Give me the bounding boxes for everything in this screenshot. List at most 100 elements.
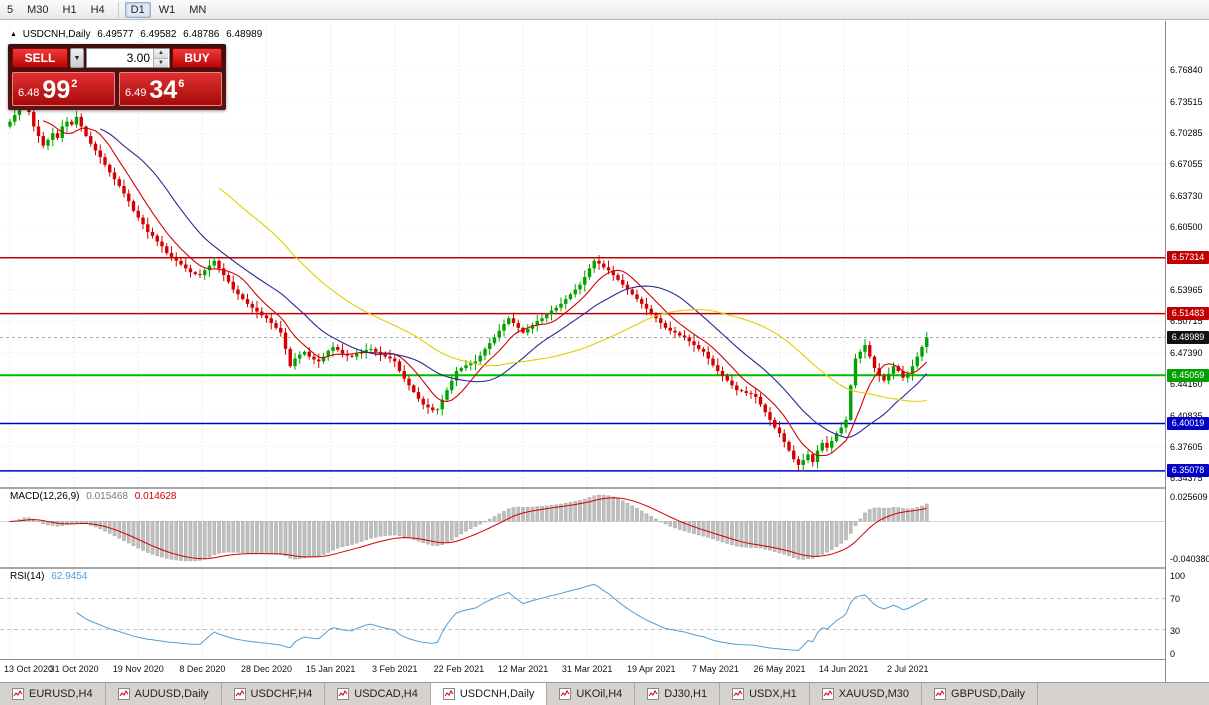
date-axis-label: 2 Jul 2021 [886,664,929,674]
date-axis-label: 19 Apr 2021 [626,664,676,674]
timeframe-button-m30[interactable]: M30 [21,2,54,18]
date-axis-label: 31 Mar 2021 [561,664,613,674]
date-axis-label: 14 Jun 2021 [818,664,869,674]
timeframe-toolbar: 5 M30 H1 H4 D1 W1 MN [0,0,1209,20]
tab-label: USDCAD,H4 [354,688,418,700]
bid-price-main: 99 [42,76,71,104]
sell-price-button[interactable]: 6.48 99 2 [12,72,115,106]
price-axis-badge: 6.51483 [1167,307,1209,321]
price-axis-label: 6.63730 [1170,191,1203,202]
ask-price-prefix: 6.49 [125,87,147,99]
volume-decrease-button[interactable]: ▼ [154,58,168,67]
main-price-chart[interactable] [0,21,1165,487]
chart-icon [559,688,572,700]
chart-icon [934,688,947,700]
volume-input[interactable] [87,49,153,67]
collapse-icon[interactable]: ▲ [10,31,17,38]
ohlc-high: 6.49582 [140,29,177,40]
chart-tab-usdchf-h4[interactable]: USDCHF,H4 [221,683,326,705]
price-axis-label: 6.50715 [1170,315,1203,326]
date-axis-label: 3 Feb 2021 [371,664,418,674]
date-axis-label: 13 Oct 2020 [4,664,54,674]
price-axis-badge: 6.40019 [1167,417,1209,431]
trade-prices-row: 6.48 99 2 6.49 34 6 [12,72,222,106]
timeframe-button-5[interactable]: 5 [1,2,19,18]
chart-tab-usdx-h1[interactable]: USDX,H1 [720,683,810,705]
chart-tab-ukoil-h4[interactable]: UKOil,H4 [547,683,636,705]
rsi-indicator-panel[interactable] [0,569,1165,659]
buy-price-button[interactable]: 6.49 34 6 [119,72,222,106]
price-axis-label: 6.47390 [1170,347,1203,358]
price-axis-label: 6.40835 [1170,410,1203,421]
timeframe-button-h4[interactable]: H4 [85,2,111,18]
price-axis-badge: 6.48989 [1167,331,1209,345]
price-axis-label: 6.53965 [1170,284,1203,295]
buy-button[interactable]: BUY [172,48,222,68]
rsi-axis-label: 100 [1170,571,1186,581]
date-axis-label: 7 May 2021 [691,664,739,674]
macd-signal-value: 0.014628 [134,491,177,502]
panel-separator [0,567,1209,569]
ohlc-close: 6.48989 [226,29,263,40]
tab-label: DJ30,H1 [664,688,708,700]
toolbar-divider [113,1,119,18]
tab-label: XAUUSD,M30 [838,688,910,700]
volume-spinner: ▲ ▼ [153,49,168,67]
chart-tab-xauusd-m30[interactable]: XAUUSD,M30 [809,683,923,705]
price-axis-label: 6.67055 [1170,159,1203,170]
chart-tab-usdcad-h4[interactable]: USDCAD,H4 [325,683,431,705]
panel-separator [0,487,1209,489]
tab-label: UKOil,H4 [576,688,623,700]
rsi-axis-label: 0 [1170,649,1176,659]
chart-icon [117,688,130,700]
chart-tab-audusd-daily[interactable]: AUDUSD,Daily [105,683,222,705]
volume-increase-button[interactable]: ▲ [154,49,168,59]
chart-workspace[interactable]: ▲ USDCNH,Daily 6.49577 6.49582 6.48786 6… [0,21,1209,682]
price-axis-label: 6.70285 [1170,128,1203,139]
chart-icon [647,688,660,700]
chart-tab-dj30-h1[interactable]: DJ30,H1 [635,683,721,705]
rsi-name: RSI(14) [10,571,45,582]
volume-dropdown-button[interactable]: ▼ [70,48,84,68]
chart-tab-gbpusd-daily[interactable]: GBPUSD,Daily [922,683,1039,705]
date-axis-label: 28 Dec 2020 [240,664,293,674]
ohlc-open: 6.49577 [97,29,134,40]
sell-button[interactable]: SELL [12,48,68,68]
ask-price-pip: 6 [178,78,185,90]
chart-icon [821,688,834,700]
rsi-axis-label: 70 [1170,594,1181,605]
tab-label: EURUSD,H4 [29,688,93,700]
chart-tab-bar: EURUSD,H4 AUDUSD,Daily USDCHF,H4 USDCAD,H4 U… [0,682,1209,705]
macd-indicator-panel[interactable] [0,489,1165,567]
price-axis-label: 6.44160 [1170,378,1203,389]
price-axis[interactable]: 6.76840 6.73515 6.70285 6.67055 6.63730 6.605… [1165,21,1209,682]
tab-label: USDCNH,Daily [459,688,535,700]
chart-tab-usdcnh-daily[interactable]: USDCNH,Daily [430,683,548,705]
chart-icon [732,688,745,700]
price-axis-badge: 6.35078 [1167,464,1209,478]
timeframe-button-d1[interactable]: D1 [124,1,151,18]
ask-price-main: 34 [149,76,178,104]
bid-price-prefix: 6.48 [18,87,40,99]
tab-label: USDX,H1 [749,688,797,700]
date-axis-label: 15 Jan 2021 [305,664,356,674]
timeframe-button-w1[interactable]: W1 [153,2,182,18]
ohlc-low: 6.48786 [183,29,220,40]
date-axis[interactable]: 13 Oct 2020 31 Oct 2020 19 Nov 2020 8 Dec 2… [0,659,1165,680]
timeframe-button-mn[interactable]: MN [183,2,212,18]
date-axis-label: 12 Mar 2021 [497,664,549,674]
macd-main-value: 0.015468 [86,491,128,502]
price-axis-badge: 6.45059 [1167,368,1209,382]
price-axis-label: 6.60500 [1170,222,1203,233]
date-axis-label: 22 Feb 2021 [433,664,485,674]
trade-controls-row: SELL ▼ ▲ ▼ BUY [12,48,222,68]
macd-axis-bottom-label: -0.040380 [1170,554,1209,564]
chart-symbol-label: USDCNH,Daily [22,29,91,40]
chart-icon [337,688,350,700]
date-axis-label: 19 Nov 2020 [112,664,164,674]
timeframe-button-h1[interactable]: H1 [57,2,83,18]
chart-tab-eurusd-h4[interactable]: EURUSD,H4 [0,683,106,705]
bid-price-pip: 2 [71,78,78,90]
price-axis-badge: 6.57314 [1167,251,1209,265]
